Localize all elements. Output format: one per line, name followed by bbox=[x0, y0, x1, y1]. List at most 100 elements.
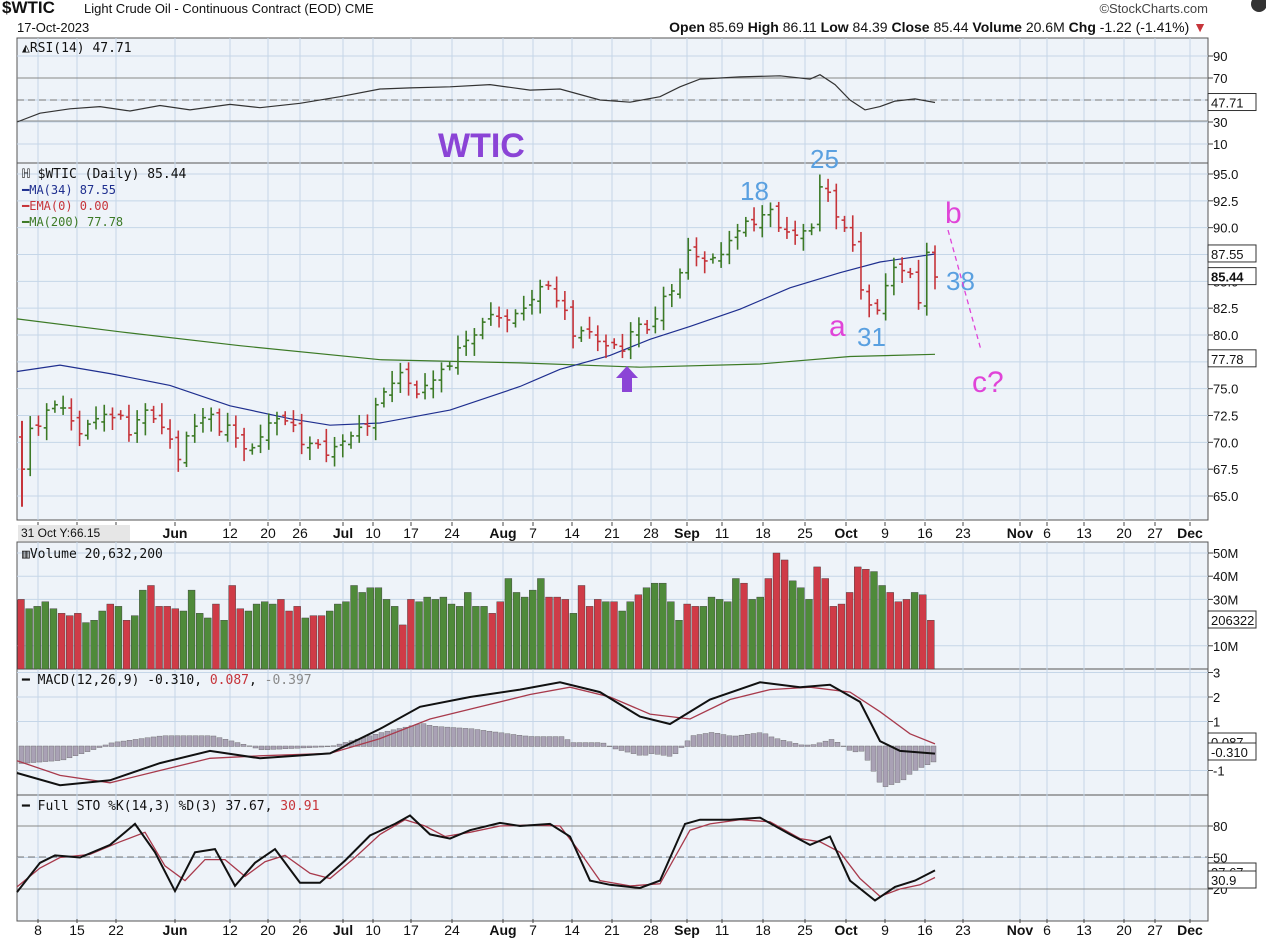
macd-hist-bar bbox=[156, 735, 163, 747]
macd-hist-bar bbox=[474, 729, 481, 747]
rsi-tick-label: 70 bbox=[1213, 71, 1227, 86]
price-tick-label: 72.5 bbox=[1213, 409, 1238, 424]
macd-hist-bar bbox=[282, 745, 289, 750]
volume-bar bbox=[90, 620, 98, 670]
macd-hist-bar bbox=[882, 745, 889, 787]
price-bar bbox=[454, 335, 461, 375]
macd-hist-bar bbox=[468, 728, 475, 747]
macd-hist-bar bbox=[540, 736, 547, 747]
macd-hist-bar bbox=[858, 745, 865, 752]
date-readout: 31 Oct Y:66.15 bbox=[21, 526, 100, 540]
value-tag-box bbox=[1207, 244, 1257, 263]
macd-hist-bar bbox=[498, 732, 505, 747]
macd-hist-bar bbox=[312, 745, 319, 748]
price-bar bbox=[932, 245, 938, 290]
price-bar bbox=[825, 178, 832, 202]
macd-hist-bar bbox=[828, 739, 835, 747]
volume-bar bbox=[878, 585, 886, 670]
price-bar bbox=[216, 408, 223, 436]
macd-hist-bar bbox=[894, 745, 901, 783]
volume-bar bbox=[829, 606, 838, 670]
x-tick-label: 28 bbox=[643, 525, 659, 541]
volume-bar bbox=[805, 599, 813, 670]
macd-hist-bar bbox=[444, 726, 451, 747]
price-bar bbox=[528, 289, 535, 315]
x-tick-label: 16 bbox=[917, 525, 933, 541]
price-bar bbox=[578, 326, 585, 342]
macd-hist-bar bbox=[846, 745, 853, 751]
macd-hist-bar bbox=[666, 745, 673, 757]
price-bar bbox=[857, 231, 864, 300]
price-bar bbox=[199, 407, 206, 433]
price-bar bbox=[430, 370, 437, 399]
price-bar bbox=[389, 370, 396, 403]
volume-bar bbox=[57, 613, 66, 670]
value-tag-box bbox=[1207, 267, 1257, 286]
macd-hist-bar bbox=[714, 733, 721, 747]
volume-bar bbox=[862, 569, 870, 670]
macd-hist-bar bbox=[582, 742, 589, 747]
volume-bar bbox=[683, 603, 691, 670]
volume-bar bbox=[139, 589, 147, 670]
macd-hist-bar bbox=[264, 745, 271, 750]
x-tick-label: 26 bbox=[292, 525, 308, 541]
price-bar bbox=[882, 273, 889, 321]
price-bar bbox=[68, 398, 75, 431]
close-icon[interactable] bbox=[1251, 0, 1266, 12]
price-bar bbox=[356, 414, 363, 443]
volume-bar bbox=[520, 596, 529, 670]
macd-hist-bar bbox=[210, 735, 217, 747]
macd-hist-bar bbox=[564, 739, 571, 747]
x-tick-label: 17 bbox=[403, 922, 419, 938]
macd-hist-bar bbox=[888, 745, 895, 785]
macd-hist-bar bbox=[174, 735, 181, 747]
price-bar bbox=[183, 431, 190, 468]
macd-hist-bar bbox=[612, 745, 619, 750]
x-tick-label: 11 bbox=[715, 525, 730, 541]
volume-bar bbox=[293, 606, 301, 670]
volume-bar bbox=[447, 603, 456, 670]
macd-hist-bar bbox=[168, 735, 175, 747]
annotation-wave-25: 25 bbox=[810, 144, 839, 174]
macd-hist-bar bbox=[918, 745, 925, 768]
macd-hist-bar bbox=[204, 735, 211, 747]
macd-hist-bar bbox=[756, 732, 763, 747]
macd-hist-bar bbox=[750, 733, 757, 747]
price-bar bbox=[282, 411, 289, 426]
macd-hist-bar bbox=[18, 745, 25, 764]
x-tick-label: 18 bbox=[755, 525, 771, 541]
price-bar bbox=[273, 411, 280, 436]
value-tag-text: 85.44 bbox=[1211, 270, 1244, 285]
x-tick-label: 12 bbox=[222, 922, 238, 938]
volume-bar bbox=[244, 610, 253, 670]
macd-hist-bar bbox=[600, 742, 607, 747]
price-bar bbox=[504, 309, 511, 333]
volume-bar bbox=[602, 601, 610, 670]
price-bar bbox=[101, 404, 108, 432]
x-tick-label: 10 bbox=[365, 922, 381, 938]
price-bar bbox=[208, 407, 215, 432]
value-tag-box bbox=[1207, 610, 1257, 629]
price-bar bbox=[800, 223, 807, 251]
macd-hist-bar bbox=[510, 734, 517, 747]
macd-hist-bar bbox=[276, 745, 283, 750]
macd-hist-bar bbox=[624, 745, 631, 753]
macd-hist-bar bbox=[870, 745, 877, 772]
macd-hist-bar bbox=[906, 745, 913, 775]
macd-hist-bar bbox=[258, 745, 265, 750]
volume-bar bbox=[480, 606, 488, 670]
price-bar bbox=[60, 395, 67, 415]
macd-tick-label: 3 bbox=[1213, 666, 1220, 681]
x-tick-label: 25 bbox=[797, 922, 813, 938]
macd-hist-bar bbox=[426, 725, 433, 747]
price-bar bbox=[759, 205, 766, 238]
x-tick-label: 16 bbox=[917, 922, 933, 938]
macd-hist-bar bbox=[528, 736, 535, 747]
price-bar bbox=[109, 407, 116, 430]
vertical-gridlines bbox=[37, 38, 1191, 921]
x-tick-label: Jul bbox=[333, 922, 353, 938]
volume-bar bbox=[707, 596, 716, 670]
price-tick-label: 65.0 bbox=[1213, 489, 1238, 504]
sto-tick-label: 50 bbox=[1213, 851, 1227, 866]
volume-bar bbox=[756, 596, 764, 670]
